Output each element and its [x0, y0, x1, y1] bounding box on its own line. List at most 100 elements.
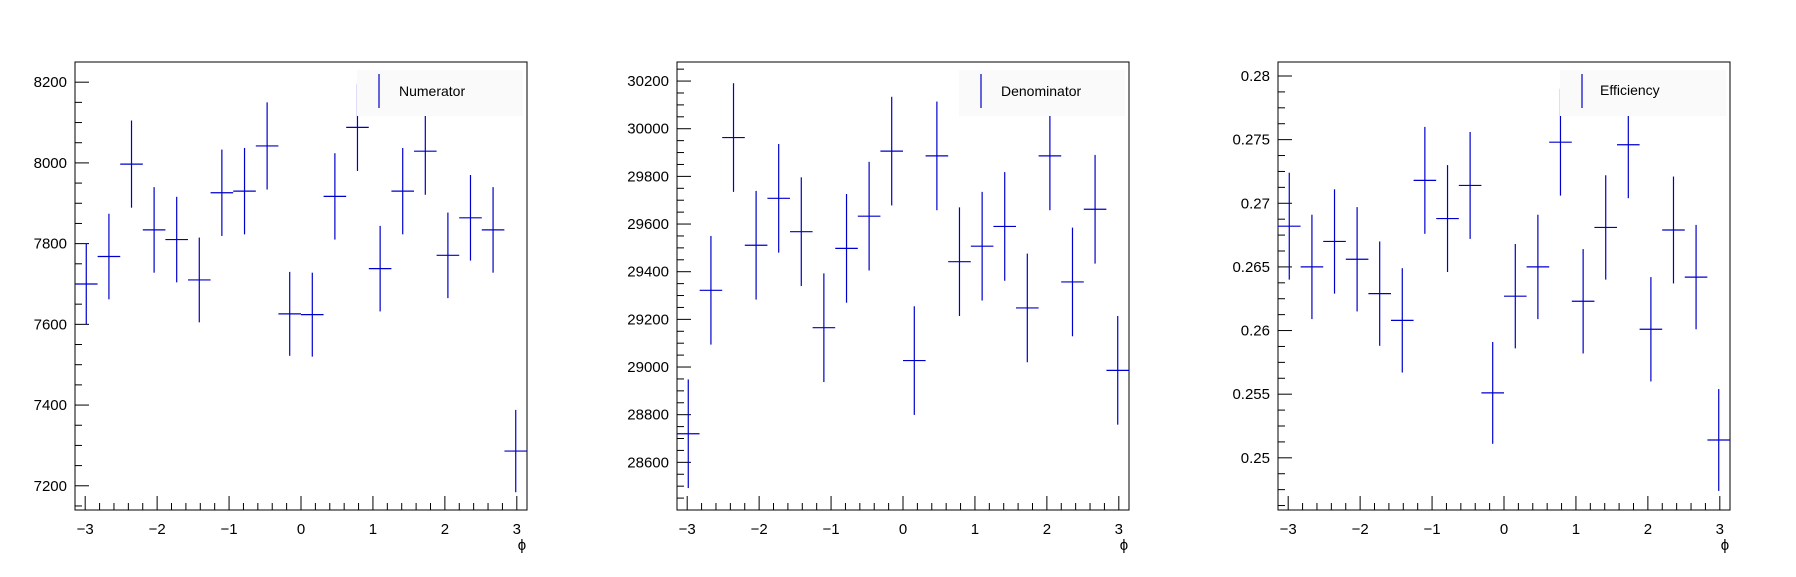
- data-point: [278, 271, 301, 356]
- axis-tick-labels: −3 −2 −1 0 1 2 3 28600 28800 29000 29200 29400 29600…: [627, 73, 1123, 538]
- x-tick-label: 2: [441, 521, 449, 538]
- axis-tick-labels: −3 −2 −1 0 1 2 3 0.25 0.255 0.26 0.265 0.27 0.275 0.2…: [1232, 68, 1724, 538]
- data-point: [187, 237, 211, 323]
- y-tick-label: 29200: [627, 311, 669, 328]
- data-point: [1504, 244, 1527, 349]
- data-point: [903, 306, 926, 415]
- data-point: [504, 409, 527, 493]
- x-tick-label: 2: [1043, 521, 1051, 538]
- data-point: [436, 212, 460, 299]
- data-points: [677, 83, 1129, 489]
- data-point: [1526, 214, 1550, 320]
- x-tick-label: −1: [221, 521, 238, 538]
- y-tick-label: 29800: [627, 168, 669, 185]
- data-point: [323, 153, 347, 240]
- y-tick-label: 0.265: [1232, 259, 1270, 276]
- x-tick-label: −2: [149, 521, 166, 538]
- y-tick-label: 0.27: [1241, 195, 1270, 212]
- legend-label: Efficiency: [1600, 82, 1660, 98]
- y-tick-label: 8200: [34, 74, 67, 91]
- plot-frame: [676, 61, 1130, 511]
- x-tick-label: 0: [899, 521, 907, 538]
- data-point: [414, 107, 437, 195]
- y-tick-label: 0.25: [1241, 450, 1270, 467]
- x-axis-label: ϕ: [518, 537, 526, 554]
- data-point: [1594, 175, 1618, 280]
- error-bars: [75, 83, 527, 493]
- data-point: [75, 243, 98, 325]
- data-point: [1300, 214, 1324, 320]
- legend-box: [1560, 70, 1726, 116]
- data-point: [459, 175, 482, 261]
- data-point: [1368, 241, 1391, 346]
- efficiency-plot: −3 −2 −1 0 1 2 3 0.25 0.255 0.26 0.265 0.27 0.275 0.2…: [1232, 61, 1731, 554]
- y-tick-label: 7800: [34, 236, 67, 253]
- error-bars: [677, 83, 1129, 489]
- data-point: [210, 149, 234, 236]
- data-point: [481, 187, 505, 273]
- data-point: [677, 379, 700, 489]
- data-point: [165, 196, 188, 283]
- data-point: [812, 273, 836, 383]
- data-point: [1061, 227, 1084, 337]
- data-point: [142, 187, 166, 273]
- data-point: [1106, 316, 1129, 425]
- x-tick-label: −2: [1352, 521, 1369, 538]
- x-axis-label: ϕ: [1721, 537, 1729, 554]
- axis-ticks: [677, 68, 1120, 511]
- data-point: [1458, 132, 1482, 239]
- data-points: [75, 83, 527, 493]
- data-point: [789, 177, 813, 286]
- denominator-plot: −3 −2 −1 0 1 2 3 28600 28800 29000 29200 29400 29600…: [627, 61, 1130, 554]
- data-point: [857, 161, 881, 271]
- y-tick-label: 7600: [34, 316, 67, 333]
- axis-tick-labels: −3 −2 −1 0 1 2 3 7200 7400 7600 7800 8000 8200: [34, 74, 521, 538]
- y-tick-label: 28600: [627, 454, 669, 471]
- x-tick-label: −1: [1424, 521, 1441, 538]
- x-axis-label: ϕ: [1120, 537, 1128, 554]
- plot-frame: [1277, 61, 1731, 511]
- x-tick-label: −3: [1280, 521, 1297, 538]
- data-point: [948, 207, 971, 317]
- y-tick-label: 29000: [627, 359, 669, 376]
- data-point: [1390, 268, 1414, 373]
- data-point: [233, 147, 256, 235]
- y-tick-label: 30000: [627, 121, 669, 138]
- x-tick-label: 1: [369, 521, 377, 538]
- legend-label: Numerator: [399, 83, 465, 99]
- data-point: [1684, 224, 1708, 330]
- data-point: [368, 225, 392, 312]
- numerator-plot: −3 −2 −1 0 1 2 3 7200 7400 7600 7800 8000 8200 Numer…: [34, 61, 528, 554]
- data-point: [1639, 277, 1663, 382]
- plot-frame: [74, 61, 528, 511]
- axis-ticks: [75, 61, 518, 510]
- data-point: [993, 172, 1017, 281]
- data-point: [1707, 389, 1730, 491]
- data-point: [1571, 249, 1595, 354]
- x-tick-label: 3: [1115, 521, 1123, 538]
- data-point: [255, 102, 279, 190]
- data-point: [1016, 253, 1039, 363]
- y-tick-label: 0.255: [1232, 386, 1270, 403]
- y-tick-label: 28800: [627, 407, 669, 424]
- data-points: [1278, 88, 1730, 491]
- error-bars: [1278, 88, 1730, 491]
- x-tick-label: −2: [751, 521, 768, 538]
- legend-label: Denominator: [1001, 83, 1081, 99]
- x-tick-label: −3: [679, 521, 696, 538]
- y-tick-label: 8000: [34, 155, 67, 172]
- data-point: [97, 213, 121, 300]
- data-point: [744, 190, 768, 300]
- y-tick-label: 7200: [34, 478, 67, 495]
- data-point: [120, 120, 143, 208]
- data-point: [1038, 101, 1062, 211]
- data-point: [301, 272, 324, 357]
- y-tick-label: 29400: [627, 264, 669, 281]
- data-point: [722, 83, 745, 192]
- x-tick-label: 3: [1716, 521, 1724, 538]
- data-point: [925, 101, 949, 211]
- legend-box: [357, 70, 523, 116]
- x-tick-label: 3: [513, 521, 521, 538]
